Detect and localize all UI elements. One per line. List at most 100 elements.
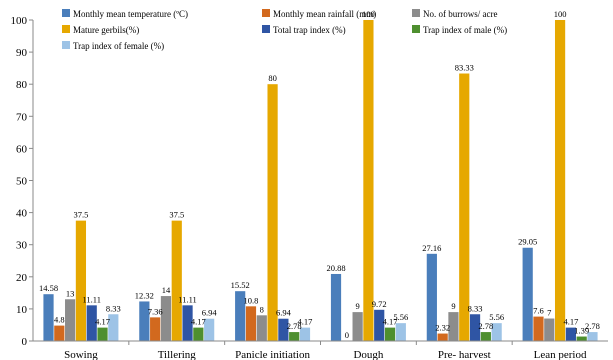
bar-value-label: 80 <box>268 73 277 83</box>
legend-swatch <box>62 9 70 17</box>
bar-value-label: 15.52 <box>231 280 250 290</box>
bar <box>480 332 491 341</box>
bar-value-label: 8 <box>260 304 264 314</box>
bar <box>54 325 65 341</box>
bar-value-label: 14 <box>162 285 171 295</box>
bar-value-label: 14.58 <box>39 283 58 293</box>
bar-value-label: 4.8 <box>54 315 65 325</box>
bar <box>86 305 97 341</box>
bar-value-label: 37.5 <box>73 210 88 220</box>
y-tick-label: 90 <box>16 47 28 59</box>
bar <box>139 301 150 341</box>
bar-value-label: 37.5 <box>169 210 184 220</box>
bar <box>267 84 278 341</box>
legend-swatch <box>412 25 420 33</box>
bar-value-label: 9.72 <box>372 299 387 309</box>
legend-item: Trap index of female (%) <box>62 41 164 51</box>
bar <box>469 314 481 341</box>
legend-item: Mature gerbils(%) <box>62 25 139 35</box>
legend-label: Monthly mean temperature (ºC) <box>73 9 188 19</box>
bar-value-label: 83.33 <box>455 63 474 73</box>
bar <box>491 323 502 341</box>
legend-label: Trap index of female (%) <box>73 41 164 51</box>
bar-value-label: 9 <box>451 301 455 311</box>
bar-value-label: 2.78 <box>585 321 600 331</box>
bar <box>278 318 289 341</box>
bar-value-label: 0 <box>345 330 349 340</box>
bar <box>448 312 459 341</box>
bar-value-label: 7.36 <box>148 306 163 316</box>
bar-value-label: 8.33 <box>106 303 121 313</box>
bar <box>554 20 566 341</box>
bar <box>160 296 172 341</box>
y-tick-label: 70 <box>16 111 28 123</box>
bar <box>150 317 161 341</box>
y-tick-label: 20 <box>16 272 28 284</box>
bar <box>587 332 598 341</box>
bar <box>43 294 54 341</box>
bar-value-label: 2.78 <box>287 321 302 331</box>
bar-value-label: 10.8 <box>244 295 259 305</box>
bar <box>299 327 311 341</box>
bar-value-label: 7 <box>547 308 551 318</box>
x-tick-label: Lean period <box>534 349 587 360</box>
bar <box>108 314 119 341</box>
bar <box>437 333 448 341</box>
bar <box>395 323 406 341</box>
legend-label: Total trap index (%) <box>273 25 346 35</box>
legend-label: Monthly mean rainfall (mm) <box>273 9 376 19</box>
bar-value-label: 2.78 <box>478 321 493 331</box>
bar-value-label: 5.56 <box>393 312 408 322</box>
bar <box>384 327 396 341</box>
legend-item: Trap index of male (%) <box>412 25 507 35</box>
legend-item: Monthly mean rainfall (mm) <box>262 9 376 19</box>
legend-swatch <box>262 9 270 17</box>
bar <box>65 299 76 341</box>
bar-value-label: 4.17 <box>191 317 206 327</box>
bar-value-label: 29.05 <box>518 237 537 247</box>
bar <box>544 318 555 341</box>
bar-value-label: 1.39 <box>574 326 589 336</box>
legend-swatch <box>412 9 420 17</box>
legend-swatch <box>62 25 70 33</box>
x-tick-label: Dough <box>353 349 383 360</box>
x-tick-label: Sowing <box>64 349 98 360</box>
bar-value-label: 100 <box>554 9 567 19</box>
bar-value-label: 4.17 <box>383 317 398 327</box>
bar-value-label: 4.17 <box>298 317 313 327</box>
data-labels: 14.58 4.8 13 37.5 11.11 4.17 8.33 12.32 7.36 14 37… <box>39 9 600 340</box>
y-tick-label: 10 <box>16 304 28 316</box>
y-tick-label: 80 <box>16 79 28 91</box>
y-tick-label: 60 <box>16 143 28 155</box>
bars <box>43 20 598 342</box>
y-tick-label: 30 <box>16 240 28 252</box>
legend-label: No. of burrows/ acre <box>423 9 497 19</box>
legend-swatch <box>262 25 270 33</box>
bar <box>522 247 533 341</box>
x-tick-label: Panicle initiation <box>235 349 310 360</box>
y-tick-label: 0 <box>22 336 28 348</box>
bar <box>193 327 204 341</box>
bar-value-label: 11.11 <box>82 294 101 304</box>
bar <box>576 336 587 341</box>
y-tick-label: 50 <box>16 176 28 188</box>
bar-value-label: 27.16 <box>422 243 441 253</box>
bar <box>97 327 108 341</box>
bar-value-label: 8.33 <box>468 303 483 313</box>
bar-value-label: 11.11 <box>178 294 197 304</box>
bar-value-label: 4.17 <box>563 317 578 327</box>
x-tick-label: Tillering <box>158 349 197 360</box>
bar <box>533 316 544 341</box>
bar <box>171 220 182 341</box>
bar-value-label: 12.32 <box>135 290 154 300</box>
bar <box>374 309 385 341</box>
bar <box>459 73 470 342</box>
legend-swatch <box>62 41 70 49</box>
bar <box>352 312 363 341</box>
bar <box>289 332 300 341</box>
bar-value-label: 9 <box>355 301 359 311</box>
x-axis: Sowing Tillering Panicle initiation Dough Pr… <box>33 340 608 360</box>
y-tick-label: 40 <box>16 208 28 220</box>
bar <box>330 273 342 341</box>
bar-value-label: 13 <box>66 288 75 298</box>
